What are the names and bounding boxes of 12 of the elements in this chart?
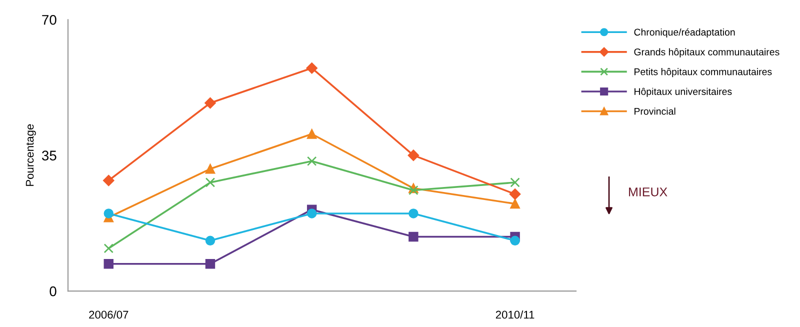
y-tick-label: 0 (50, 286, 56, 296)
x-tick-label: 2006/07 (89, 310, 128, 319)
legend-label: Petits hôpitaux communautaires (634, 68, 772, 78)
text: MIEUX (629, 188, 668, 196)
y-axis-title: Pourcentage (26, 124, 36, 186)
y-tick-label: 35 (42, 150, 56, 160)
legend-label: Provincial (634, 108, 676, 115)
x-tick-label: 2010/11 (496, 310, 534, 319)
legend-label: Hôpitaux universitaires (634, 88, 732, 97)
legend-label: Chronique/réadaptation (634, 28, 735, 38)
y-tick-label: 70 (42, 14, 56, 25)
legend-label: Grands hôpitaux communautaires (634, 48, 780, 58)
